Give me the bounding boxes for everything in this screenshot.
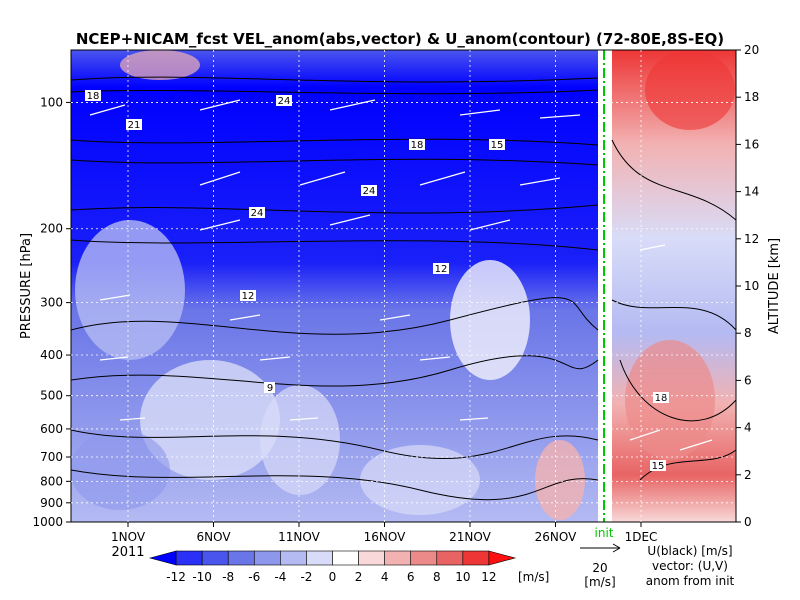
colorbar-segment <box>410 550 438 566</box>
contour-label: 15 <box>491 140 504 151</box>
contour-label: 18 <box>655 393 668 404</box>
time-axis: 1NOV 6NOV 11NOV 16NOV 21NOV 26NOV 1DEC <box>111 50 657 544</box>
pressure-tick-label: 100 <box>40 95 63 109</box>
field-patch <box>71 430 170 510</box>
field-patch <box>625 340 715 460</box>
contour-label: 12 <box>242 291 255 302</box>
colorbar-segment <box>358 550 385 566</box>
colorbar-unit: [m/s] <box>518 570 549 584</box>
pressure-axis: 100 200 300 400 500 600 700 800 900 1000 <box>32 95 736 529</box>
colorbar-tick-label: 4 <box>381 570 389 584</box>
altitude-tick-label: 12 <box>744 232 759 246</box>
colorbar-tick-label: -8 <box>222 570 234 584</box>
legend-note: U(black) [m/s] vector: (U,V) anom from i… <box>646 544 735 588</box>
pressure-tick-label: 700 <box>40 450 63 464</box>
altitude-tick-label: 4 <box>744 421 752 435</box>
field-patch <box>360 445 480 515</box>
year-label: 2011 <box>111 545 144 560</box>
pressure-axis-label: PRESSURE [hPa] <box>19 233 34 339</box>
colorbar-tick-label: -10 <box>192 570 212 584</box>
field-patch <box>140 360 280 480</box>
time-tick-label: 11NOV <box>278 530 320 544</box>
pressure-tick-label: 300 <box>40 296 63 310</box>
altitude-tick-label: 6 <box>744 373 752 387</box>
colorbar-segment <box>227 550 255 566</box>
legend-note-line: U(black) [m/s] <box>647 544 732 558</box>
colorbar-tick-label: 12 <box>481 570 496 584</box>
colorbar-tick-label: 10 <box>455 570 470 584</box>
altitude-tick-label: 20 <box>744 43 759 57</box>
time-tick-label: 6NOV <box>196 530 231 544</box>
colorbar-segment <box>332 550 359 566</box>
contour-label: 24 <box>251 208 264 219</box>
altitude-tick-label: 8 <box>744 326 752 340</box>
contour-label: 18 <box>87 91 100 102</box>
colorbar-segment <box>462 550 490 566</box>
vector-key-unit: [m/s] <box>584 575 615 589</box>
colorbar-segment <box>488 550 517 566</box>
colorbar-segment <box>175 550 203 566</box>
colorbar-segment <box>148 550 177 566</box>
pressure-tick-label: 200 <box>40 222 63 236</box>
contour-label: 15 <box>652 461 665 472</box>
contour-label: 24 <box>363 186 376 197</box>
field-patch <box>645 50 735 130</box>
colorbar-tick-label: 2 <box>355 570 363 584</box>
colorbar-segment <box>306 550 333 566</box>
altitude-axis: 0 2 4 6 8 10 12 14 16 18 20 <box>736 43 759 529</box>
colorbar-segment <box>280 550 307 566</box>
pressure-tick-label: 500 <box>40 389 63 403</box>
pressure-tick-label: 400 <box>40 348 63 362</box>
vector-key-arrowhead <box>612 543 621 553</box>
vector-key-value: 20 <box>592 561 607 575</box>
field-patch <box>260 385 340 495</box>
colorbar: -12 -10 -8 -6 -4 -2 0 2 4 6 8 10 12 <box>148 550 517 584</box>
altitude-axis-label: ALTITUDE [km] <box>767 238 782 334</box>
contour-labels: 18 21 24 18 15 24 24 12 12 9 15 18 <box>85 90 669 472</box>
altitude-tick-label: 18 <box>744 90 759 104</box>
pressure-tick-label: 1000 <box>32 515 63 529</box>
contour-label: 9 <box>267 383 273 394</box>
colorbar-tick-label: -2 <box>300 570 312 584</box>
colorbar-tick-label: 0 <box>329 570 337 584</box>
field-patch <box>75 220 185 360</box>
time-tick-label: 26NOV <box>535 530 577 544</box>
colorbar-segment <box>384 550 412 566</box>
altitude-tick-label: 16 <box>744 137 759 151</box>
altitude-tick-label: 14 <box>744 185 759 199</box>
plot-area: 18 21 24 18 15 24 24 12 12 9 15 18 <box>71 50 736 522</box>
altitude-tick-label: 10 <box>744 279 759 293</box>
colorbar-segment <box>253 550 281 566</box>
legend-note-line: vector: (U,V) <box>652 559 728 573</box>
altitude-tick-label: 0 <box>744 515 752 529</box>
contour-label: 24 <box>278 96 291 107</box>
init-label: init <box>595 526 614 540</box>
field-patch <box>535 440 585 520</box>
time-tick-label: 1NOV <box>111 530 146 544</box>
time-tick-label: 16NOV <box>364 530 406 544</box>
field-patch <box>120 50 200 80</box>
contour-label: 18 <box>411 140 424 151</box>
vector-key: 20 [m/s] <box>580 543 621 589</box>
colorbar-tick-label: -12 <box>166 570 186 584</box>
pressure-tick-label: 800 <box>40 474 63 488</box>
time-tick-label: 1DEC <box>625 530 658 544</box>
altitude-tick-label: 2 <box>744 468 752 482</box>
colorbar-segment <box>436 550 464 566</box>
time-tick-label: 21NOV <box>449 530 491 544</box>
legend-note-line: anom from init <box>646 574 735 588</box>
chart-title: NCEP+NICAM_fcst VEL_anom(abs,vector) & U… <box>76 30 724 48</box>
contour-label: 12 <box>435 264 448 275</box>
field-patch <box>450 260 530 380</box>
colorbar-tick-label: -4 <box>274 570 286 584</box>
pressure-tick-label: 900 <box>40 496 63 510</box>
colorbar-tick-label: 8 <box>433 570 441 584</box>
pressure-tick-label: 600 <box>40 422 63 436</box>
colorbar-tick-label: -6 <box>248 570 260 584</box>
colorbar-segment <box>201 550 229 566</box>
colorbar-tick-label: 6 <box>407 570 415 584</box>
contour-label: 21 <box>128 120 141 131</box>
